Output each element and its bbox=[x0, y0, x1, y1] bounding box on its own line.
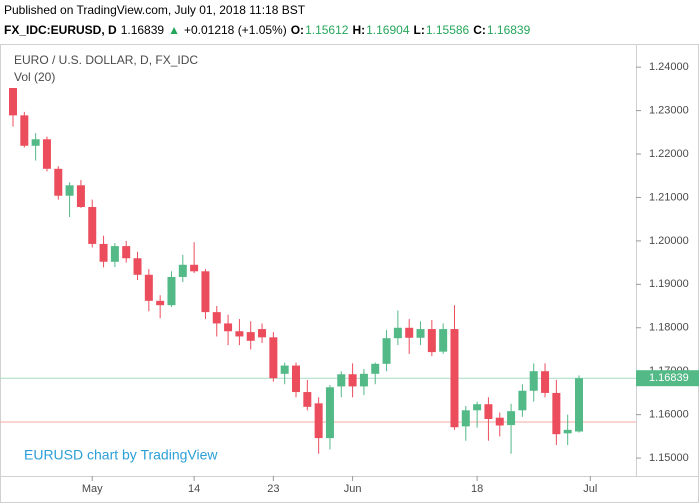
candle-body bbox=[507, 411, 516, 426]
chart-subtitle: Vol (20) bbox=[14, 70, 55, 84]
candle-body bbox=[484, 404, 493, 419]
candle-body bbox=[258, 329, 267, 338]
y-tick-label: 1.15000 bbox=[649, 452, 689, 464]
l-label: L: bbox=[414, 23, 425, 37]
x-tick-label: Jul bbox=[583, 483, 597, 495]
candle-body bbox=[416, 329, 425, 338]
candle-body bbox=[201, 271, 210, 313]
candle-body bbox=[246, 332, 255, 341]
candle-body bbox=[65, 185, 74, 196]
arrow: ▲ bbox=[168, 23, 180, 37]
candle-body bbox=[405, 327, 414, 338]
x-tick-label: 23 bbox=[267, 483, 279, 495]
candle-body bbox=[42, 139, 51, 169]
y-tick-label: 1.22000 bbox=[649, 148, 689, 160]
c-value: 1.16839 bbox=[487, 23, 531, 37]
o-value: 1.15612 bbox=[305, 23, 349, 37]
x-tick-label: 18 bbox=[471, 483, 483, 495]
candle-body bbox=[325, 387, 334, 439]
candle-body bbox=[348, 374, 357, 387]
y-tick-label: 1.16000 bbox=[649, 409, 689, 421]
candle-body bbox=[144, 274, 153, 301]
watermark: EURUSD chart by TradingView bbox=[24, 447, 218, 463]
y-tick-label: 1.20000 bbox=[649, 235, 689, 247]
y-tick-label: 1.19000 bbox=[649, 278, 689, 290]
candle-body bbox=[382, 338, 391, 364]
change: +0.01218 (+1.05%) bbox=[184, 23, 287, 37]
candle-body bbox=[337, 374, 346, 387]
symbol: FX_IDC:EURUSD, D bbox=[4, 23, 117, 37]
candle-body bbox=[156, 300, 165, 306]
candle-body bbox=[303, 392, 312, 407]
x-tick-label: Jun bbox=[344, 483, 362, 495]
x-tick-label: 14 bbox=[188, 483, 200, 495]
candle-body bbox=[190, 264, 199, 272]
candle-body bbox=[54, 168, 63, 196]
c-label: C: bbox=[473, 23, 486, 37]
y-tick-label: 1.21000 bbox=[649, 191, 689, 203]
x-tick-label: May bbox=[82, 483, 103, 495]
candle-body bbox=[439, 329, 448, 352]
y-tick-label: 1.23000 bbox=[649, 104, 689, 116]
candle-body bbox=[575, 378, 583, 432]
candle-body bbox=[552, 392, 561, 435]
candle-body bbox=[518, 390, 527, 411]
candle-body bbox=[99, 243, 108, 262]
last-price-label: 1.16839 bbox=[649, 372, 689, 384]
h-label: H: bbox=[352, 23, 365, 37]
candle-body bbox=[292, 365, 300, 393]
candle-body bbox=[235, 331, 244, 337]
candle-body bbox=[563, 429, 572, 434]
candle-body bbox=[314, 403, 323, 439]
candle-body bbox=[178, 264, 187, 277]
candle-body bbox=[9, 88, 17, 116]
candle-body bbox=[371, 363, 380, 374]
header-line: FX_IDC:EURUSD, D 1.16839 ▲ +0.01218 (+1.… bbox=[4, 23, 531, 37]
candle-body bbox=[529, 371, 538, 391]
candle-body bbox=[461, 410, 470, 427]
price: 1.16839 bbox=[121, 23, 165, 37]
candle-body bbox=[224, 323, 233, 332]
chart-title: EURO / U.S. DOLLAR, D, FX_IDC bbox=[14, 53, 198, 67]
candle-body bbox=[110, 246, 119, 262]
candle-body bbox=[122, 246, 131, 259]
candle-body bbox=[495, 417, 504, 426]
candle-body bbox=[31, 139, 40, 146]
candle-body bbox=[427, 329, 436, 353]
candle-body bbox=[541, 371, 550, 393]
y-tick-label: 1.24000 bbox=[649, 61, 689, 73]
candle-body bbox=[473, 404, 482, 411]
candle-body bbox=[76, 185, 85, 208]
last-price-box bbox=[636, 370, 699, 387]
l-value: 1.15586 bbox=[426, 23, 470, 37]
candle-body bbox=[212, 312, 221, 324]
published: Published on TradingView.com, July 01, 2… bbox=[4, 3, 306, 17]
y-tick-label: 1.18000 bbox=[649, 322, 689, 334]
candle-body bbox=[167, 276, 176, 306]
h-value: 1.16904 bbox=[366, 23, 410, 37]
candle-body bbox=[393, 327, 402, 339]
candle-body bbox=[20, 115, 29, 146]
candle-body bbox=[269, 337, 278, 379]
candle-body bbox=[359, 373, 368, 387]
o-label: O: bbox=[291, 23, 304, 37]
candle-body bbox=[280, 365, 289, 374]
candle-body bbox=[450, 329, 459, 428]
candle-body bbox=[88, 207, 97, 244]
candle-body bbox=[133, 258, 142, 275]
